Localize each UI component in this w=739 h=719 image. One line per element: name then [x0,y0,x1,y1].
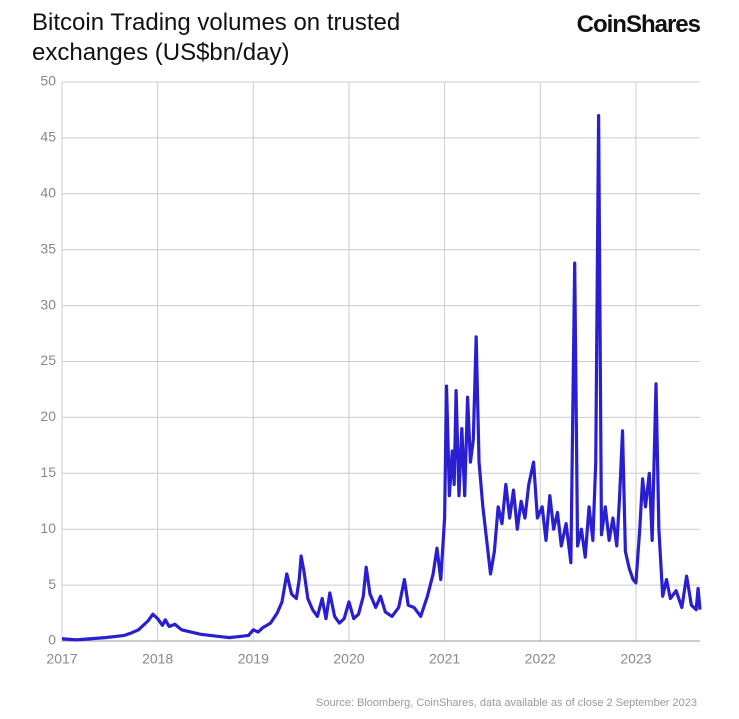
y-tick-label: 20 [40,408,56,424]
chart-title-line: Bitcoin Trading volumes on trusted [32,9,400,36]
data-line [61,113,702,642]
y-tick-label: 15 [40,464,56,480]
x-tick-label: 2020 [333,651,364,667]
y-tick-label: 50 [40,73,56,89]
x-tick-label: 2019 [238,651,269,667]
x-tick-label: 2023 [620,651,651,667]
y-tick-label: 5 [48,576,56,592]
source-note: Source: Bloomberg, CoinShares, data avai… [316,697,697,709]
x-tick-label: 2017 [46,651,77,667]
x-tick-label: 2022 [525,651,556,667]
y-tick-label: 25 [40,352,56,368]
chart-title: Bitcoin Trading volumes on trusted exchan… [32,9,400,66]
x-tick-label: 2018 [142,651,173,667]
y-tick-label: 0 [48,632,56,648]
x-tick-label: 2021 [429,651,460,667]
y-tick-label: 40 [40,185,56,201]
y-tick-label: 35 [40,240,56,256]
y-tick-label: 10 [40,520,56,536]
chart-title-line: exchanges (US$bn/day) [32,39,289,66]
y-tick-label: 45 [40,129,56,145]
y-tick-label: 30 [40,296,56,312]
brand-logo: CoinShares [577,11,701,38]
